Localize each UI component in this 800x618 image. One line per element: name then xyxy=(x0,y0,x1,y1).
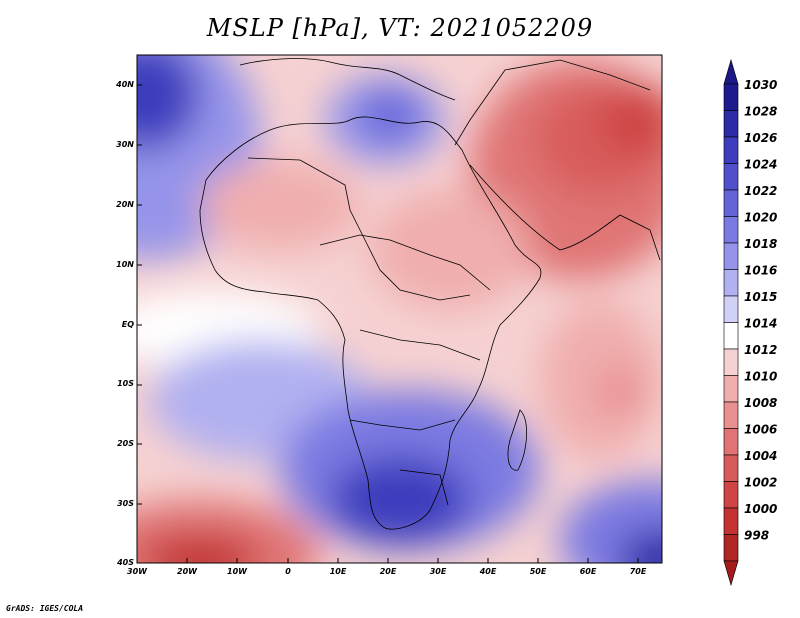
coastlines xyxy=(199,58,661,530)
lon-label-60e: 60E xyxy=(579,567,597,576)
colorbar-swatch xyxy=(723,163,739,191)
lat-label-40n: 40N xyxy=(116,80,134,89)
colorbar-swatch xyxy=(723,375,739,403)
lat-label-eq: EQ xyxy=(121,320,134,329)
colorbar-label: 1015 xyxy=(744,290,777,304)
colorbar-swatch xyxy=(723,269,739,297)
colorbar-swatch xyxy=(723,481,739,509)
colorbar-label: 1014 xyxy=(744,317,777,331)
colorbar-label: 1018 xyxy=(744,237,777,251)
lon-label-40e: 40E xyxy=(479,567,497,576)
colorbar-label: 1030 xyxy=(744,78,777,92)
credit-text: GrADS: IGES/COLA xyxy=(6,604,84,613)
lat-label-10s: 10S xyxy=(117,379,134,388)
lat-label-30n: 30N xyxy=(116,140,134,149)
map-title: MSLP [hPa], VT: 2021052209 xyxy=(206,14,594,42)
colorbar: 1030 1028 1026 1024 1022 1020 1018 1016 1015 1014… xyxy=(723,58,777,587)
colorbar-label: 1004 xyxy=(744,449,777,463)
colorbar-swatch xyxy=(723,428,739,456)
colorbar-swatch xyxy=(723,454,739,482)
colorbar-swatch xyxy=(723,136,739,164)
lat-label-30s: 30S xyxy=(117,499,134,508)
pressure-field xyxy=(137,55,662,563)
colorbar-label: 1016 xyxy=(744,264,777,278)
colorbar-label: 1002 xyxy=(744,476,777,490)
lon-label-10w: 10W xyxy=(227,567,247,576)
colorbar-swatch xyxy=(723,83,739,111)
colorbar-high-arrow xyxy=(723,58,739,85)
lat-label-10n: 10N xyxy=(116,260,134,269)
colorbar-label: 1000 xyxy=(744,502,777,516)
colorbar-swatch xyxy=(723,401,739,429)
lat-label-40s: 40S xyxy=(117,558,134,567)
colorbar-label: 1020 xyxy=(744,211,777,225)
colorbar-swatch xyxy=(723,348,739,376)
lat-label-20n: 20N xyxy=(116,200,134,209)
lon-label-20w: 20W xyxy=(177,567,197,576)
lat-label-20s: 20S xyxy=(117,439,134,448)
colorbar-swatch xyxy=(723,322,739,350)
lon-label-10e: 10E xyxy=(329,567,347,576)
colorbar-label: 1026 xyxy=(744,131,777,145)
colorbar-label: 1022 xyxy=(744,184,777,198)
colorbar-label: 1012 xyxy=(744,343,777,357)
colorbar-label: 1028 xyxy=(744,105,777,119)
colorbar-low-arrow xyxy=(723,560,739,587)
colorbar-swatch xyxy=(723,216,739,244)
lon-label-30w: 30W xyxy=(127,567,147,576)
lon-label-70e: 70E xyxy=(629,567,647,576)
colorbar-swatch xyxy=(723,242,739,270)
lon-label-0: 0 xyxy=(285,567,291,576)
colorbar-label: 1010 xyxy=(744,370,777,384)
colorbar-label: 1006 xyxy=(744,423,777,437)
lon-label-50e: 50E xyxy=(529,567,547,576)
colorbar-swatch xyxy=(723,507,739,535)
colorbar-swatch xyxy=(723,189,739,217)
colorbar-label: 1024 xyxy=(744,158,777,172)
colorbar-swatch xyxy=(723,110,739,138)
colorbar-swatch xyxy=(723,295,739,323)
colorbar-swatch xyxy=(723,534,739,562)
colorbar-label: 998 xyxy=(744,529,769,543)
lon-label-20e: 20E xyxy=(379,567,397,576)
lon-label-30e: 30E xyxy=(429,567,447,576)
colorbar-label: 1008 xyxy=(744,396,777,410)
axis-ticks xyxy=(136,84,639,563)
